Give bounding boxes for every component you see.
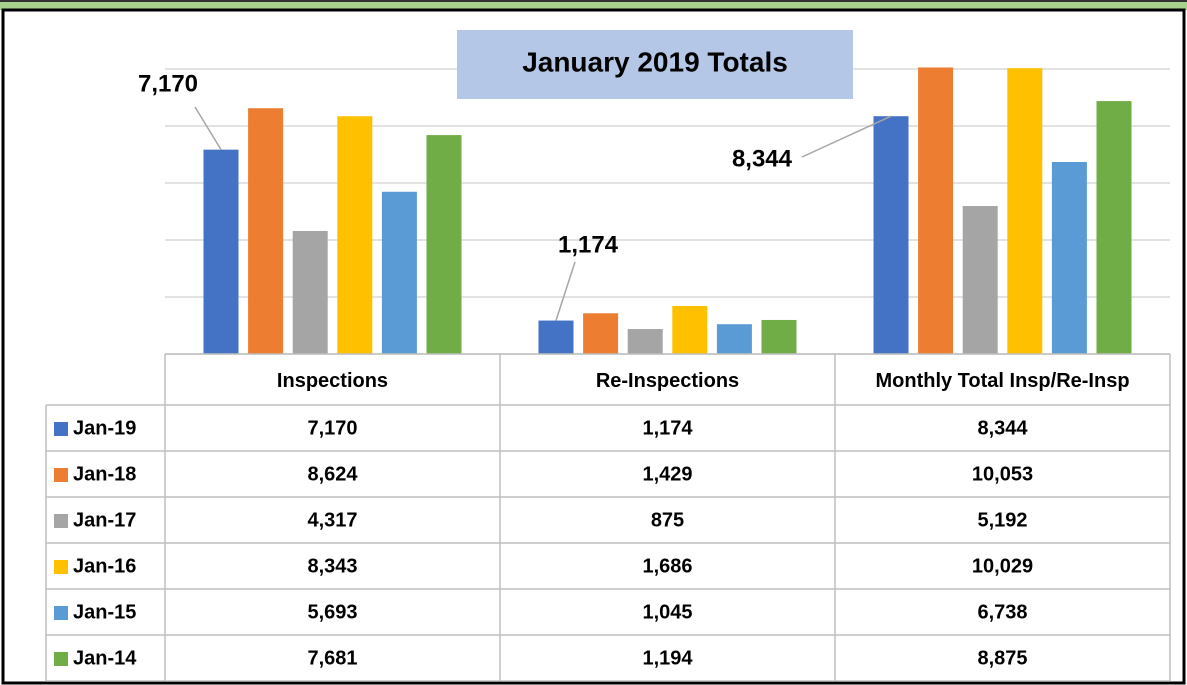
legend-key xyxy=(54,560,68,574)
bar xyxy=(672,305,708,354)
data-label: 8,344 xyxy=(732,145,793,172)
table-cell: 1,174 xyxy=(642,417,693,439)
table-cell: 8,344 xyxy=(977,417,1028,439)
x-tick-label: Monthly Total Insp/Re-Insp xyxy=(875,370,1129,392)
table-cell: 1,686 xyxy=(642,555,692,577)
table-cell: 1,429 xyxy=(642,463,692,485)
table-cell: 6,738 xyxy=(977,601,1027,623)
bar xyxy=(761,319,797,354)
top-band xyxy=(0,0,1187,10)
table-cell: 1,045 xyxy=(642,601,692,623)
leader-line xyxy=(194,106,222,151)
bar xyxy=(538,320,574,354)
bar xyxy=(1051,161,1087,354)
bar xyxy=(1007,68,1043,355)
legend-label: Jan-19 xyxy=(73,417,136,439)
table-cell: 8,343 xyxy=(307,555,357,577)
table-cell: 1,194 xyxy=(642,647,693,669)
table-cell: 7,170 xyxy=(307,417,357,439)
table-cell: 5,693 xyxy=(307,601,357,623)
table-cell: 4,317 xyxy=(307,509,357,531)
data-label: 7,170 xyxy=(138,70,198,97)
data-label: 1,174 xyxy=(558,231,619,258)
chart-title: January 2019 Totals xyxy=(522,46,788,77)
bar xyxy=(248,108,284,354)
bar xyxy=(962,206,998,354)
bar xyxy=(716,324,752,354)
legend-key xyxy=(54,514,68,528)
table-cell: 8,875 xyxy=(977,647,1027,669)
bar xyxy=(292,230,328,354)
legend-label: Jan-14 xyxy=(73,647,137,669)
table-cell: 10,053 xyxy=(972,463,1033,485)
bar xyxy=(873,116,909,354)
legend-key xyxy=(54,606,68,620)
legend-key xyxy=(54,422,68,436)
legend-label: Jan-16 xyxy=(73,555,136,577)
legend-key xyxy=(54,468,68,482)
bar xyxy=(1096,101,1132,354)
bar xyxy=(337,116,373,354)
bar xyxy=(203,149,239,354)
title-box xyxy=(457,30,853,99)
table-cell: 875 xyxy=(651,509,684,531)
legend-label: Jan-18 xyxy=(73,463,136,485)
table-cell: 8,624 xyxy=(307,463,358,485)
legend-key xyxy=(54,652,68,666)
x-tick-label: Inspections xyxy=(277,370,388,392)
bar xyxy=(583,313,619,354)
table-cell: 7,681 xyxy=(307,647,357,669)
leader-line xyxy=(555,261,576,321)
bar xyxy=(918,67,954,354)
bar xyxy=(426,135,462,354)
table-cell: 5,192 xyxy=(977,509,1027,531)
table-cell: 10,029 xyxy=(972,555,1033,577)
legend-label: Jan-17 xyxy=(73,509,136,531)
legend-label: Jan-15 xyxy=(73,601,136,623)
bar xyxy=(381,191,417,354)
bar xyxy=(627,329,663,354)
x-tick-label: Re-Inspections xyxy=(596,370,739,392)
leader-line xyxy=(801,115,892,158)
